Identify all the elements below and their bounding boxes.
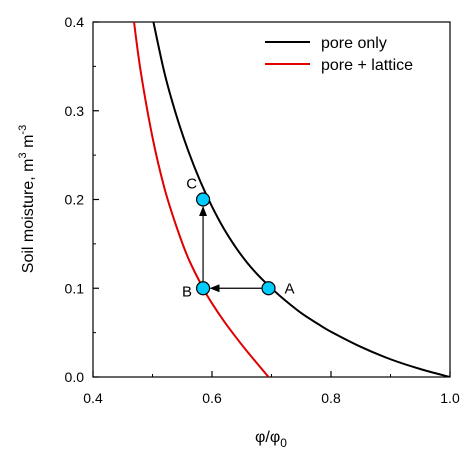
x-tick-label: 0.4 — [83, 390, 103, 406]
y-tick-label: 0.0 — [65, 369, 85, 385]
y-tick-label: 0.3 — [65, 103, 85, 119]
x-axis-ticks: 0.4 0.6 0.8 1.0 — [83, 371, 460, 406]
x-tick-label: 1.0 — [440, 390, 460, 406]
y-tick-label: 0.2 — [65, 192, 85, 208]
point-B — [195, 281, 211, 296]
plot-frame — [92, 21, 451, 378]
y-tick-label: 0.4 — [65, 14, 85, 30]
point-label-B: B — [182, 283, 192, 300]
point-A — [261, 281, 276, 296]
x-tick-label: 0.8 — [321, 390, 341, 406]
legend-label-pore-only: pore only — [321, 35, 387, 52]
y-axis-ticks: 0.0 0.1 0.2 0.3 0.4 — [65, 14, 99, 385]
legend: pore only pore + lattice — [265, 35, 413, 74]
series-line-pore-only — [152, 22, 450, 377]
point-label-C: C — [186, 176, 197, 193]
x-axis-label: φ/φ0 — [255, 429, 287, 450]
x-tick-label: 0.6 — [202, 390, 222, 406]
arrow-layer — [199, 206, 263, 293]
y-axis-label: Soil moisture, m3 m-3 — [17, 125, 37, 273]
point-label-A: A — [285, 280, 295, 297]
point-layer: A B C — [182, 176, 294, 301]
y-tick-label: 0.1 — [65, 280, 85, 296]
legend-label-pore-lattice: pore + lattice — [321, 57, 413, 74]
point-C — [195, 192, 211, 207]
